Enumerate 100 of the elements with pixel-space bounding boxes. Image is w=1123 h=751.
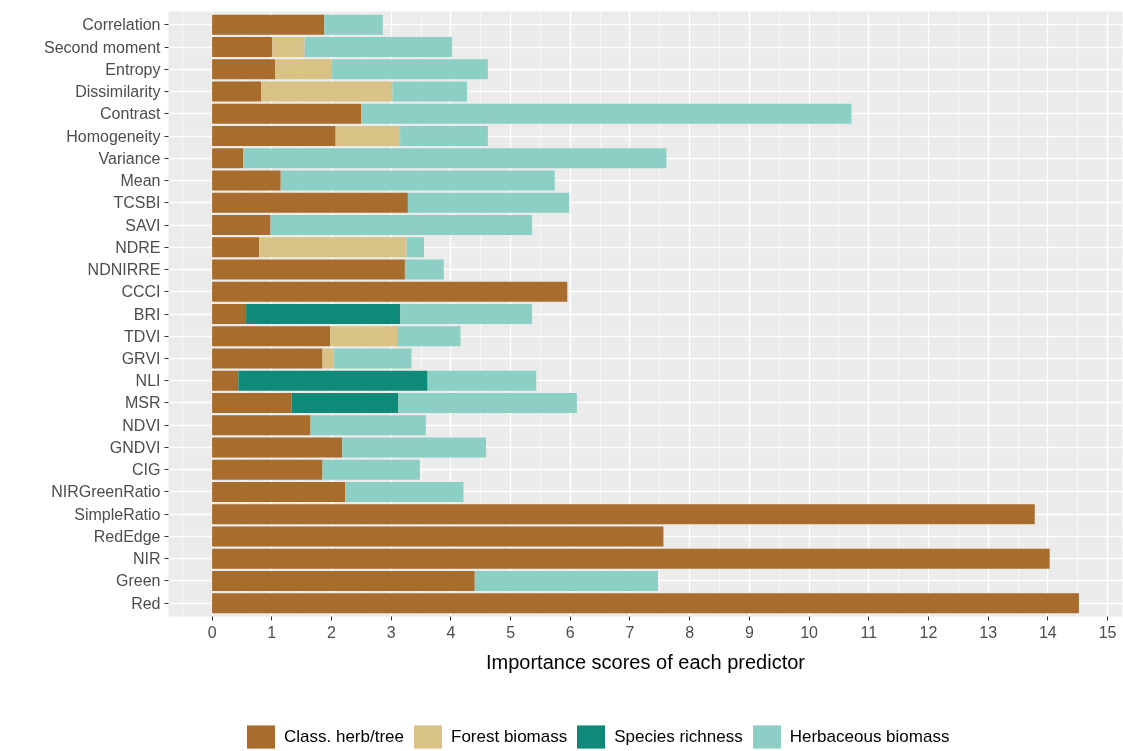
y-tick-label: Correlation [82,16,161,34]
x-tick-label: 8 [685,623,695,641]
bar [322,459,420,480]
bar [397,326,461,347]
bar [212,437,343,458]
bar [212,103,362,124]
bar [427,370,537,391]
bar [324,14,383,35]
bar [291,392,399,413]
bar [261,81,393,102]
bar [212,81,262,102]
legend-label: Forest biomass [451,725,568,748]
bar [332,59,488,80]
x-tick-label: 7 [625,623,635,641]
bar [398,392,577,413]
x-tick-label: 11 [860,623,878,641]
y-tick-label: NDRE [115,238,161,256]
y-tick-label: Contrast [100,105,162,123]
bar [212,170,281,191]
bar [474,570,659,591]
y-tick-label: GNDVI [109,438,161,456]
y-tick-label: NLI [135,372,161,390]
bar [212,37,273,58]
bar [212,59,276,80]
y-tick-label: CIG [132,461,161,479]
bar [270,215,533,236]
bar [212,281,568,302]
x-tick-label: 5 [506,623,516,641]
bar [212,548,1050,569]
x-tick-label: 12 [919,623,938,641]
x-tick-label: 10 [800,623,819,641]
x-tick-label: 3 [386,623,396,641]
y-tick-label: SAVI [125,216,161,234]
bar [212,526,664,547]
bar [212,126,336,147]
y-tick-label: Homogeneity [66,127,161,145]
x-tick-label: 1 [267,623,277,641]
y-tick-label: NDNIRRE [87,261,161,279]
y-tick-label: Mean [120,172,161,190]
y-tick-label: MSR [124,394,161,412]
bar [272,37,305,58]
bar [280,170,555,191]
y-tick-label: TDVI [124,327,161,345]
x-axis-title: Importance scores of each predictor [485,650,806,673]
x-tick-label: 6 [565,623,575,641]
bar [212,370,239,391]
bar [330,326,398,347]
bar [212,392,292,413]
y-tick-label: Dissimilarity [75,83,161,101]
bar [345,481,464,502]
bar [212,593,1079,614]
y-tick-label: Second moment [43,38,162,56]
legend-label: Class. herb/tree [284,725,404,748]
bar [304,37,453,58]
bar [392,81,467,102]
y-tick-label: TCSBI [113,194,161,212]
y-tick-label: GRVI [121,349,161,367]
bar [212,570,475,591]
bar [212,192,408,213]
x-tick-label: 15 [1098,623,1117,641]
bar [212,326,331,347]
y-tick-label: Red [131,594,161,612]
bar [212,348,323,369]
x-tick-label: 0 [207,623,217,641]
x-tick-label: 2 [327,623,337,641]
y-tick-label: Green [116,572,161,590]
x-tick-label: 13 [979,623,998,641]
bar [243,148,667,169]
y-tick-label: CCCI [121,283,161,301]
bar [406,237,425,258]
bar [212,303,247,325]
y-tick-label: Entropy [105,60,161,78]
bar [212,215,271,236]
bar [342,437,487,458]
x-tick-label: 4 [446,623,456,641]
y-tick-label: NIRGreenRatio [51,483,161,501]
bar [212,14,325,35]
y-tick-label: RedEdge [93,527,161,545]
bar [212,481,346,502]
bar [333,348,412,369]
legend-label: Species richness [614,725,743,748]
bar [246,303,401,325]
bar [335,126,401,147]
y-tick-label: SimpleRatio [74,505,161,523]
bar [212,504,1035,525]
bar [407,192,570,213]
y-tick-label: NDVI [122,416,161,434]
bar [310,415,426,436]
bar [259,237,407,258]
y-tick-label: BRI [133,305,161,323]
bar [400,126,488,147]
bar [361,103,852,124]
bar [322,348,334,369]
bar [212,237,260,258]
legend-label: Herbaceous biomass [789,725,950,748]
y-tick-label: NIR [132,550,161,568]
bar [238,370,428,391]
bar [212,459,323,480]
bar [212,148,244,169]
bar [275,59,333,80]
